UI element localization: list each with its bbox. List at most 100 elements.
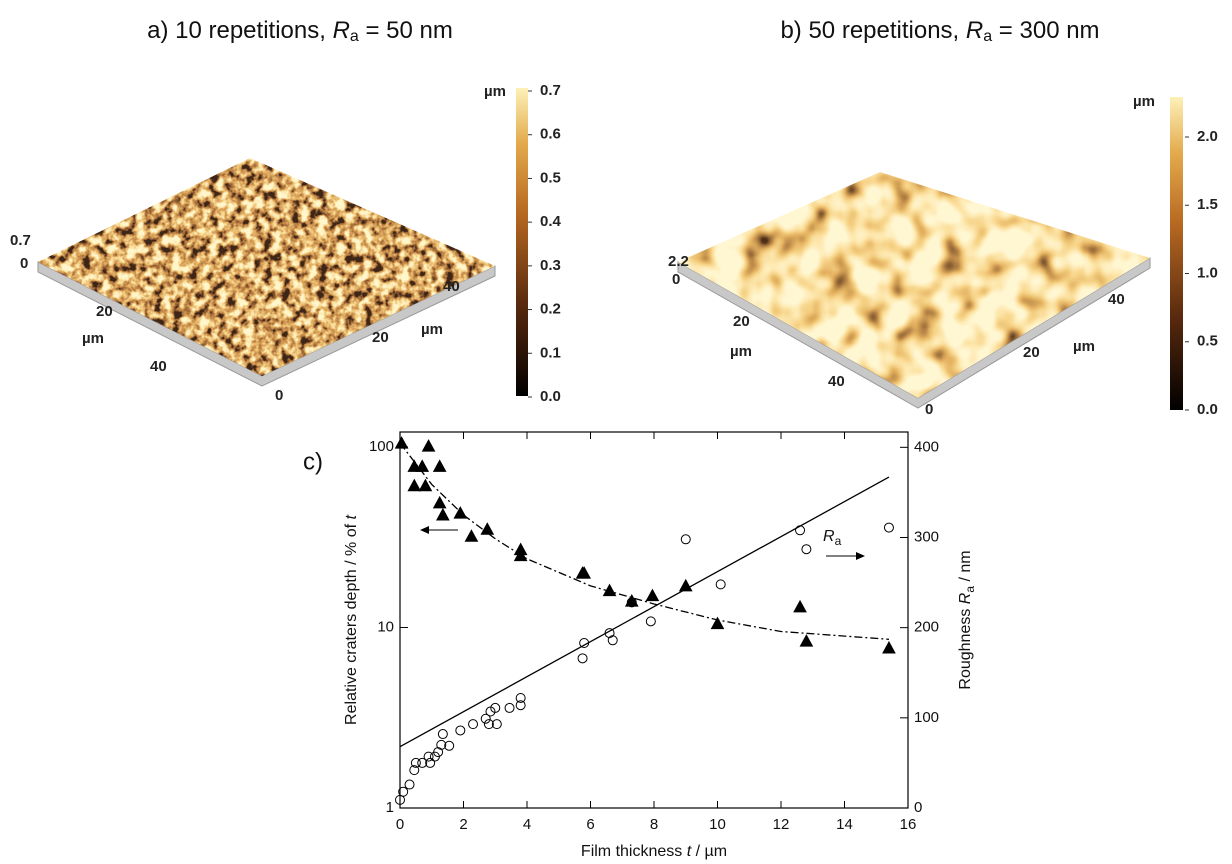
axis-unit: µm bbox=[82, 330, 104, 347]
title-text: = 300 nm bbox=[992, 17, 1099, 44]
colorbar-ticks: 0.7 0.6 0.5 0.4 0.3 0.2 0.1 0.0 bbox=[528, 82, 562, 405]
circle-point bbox=[577, 653, 588, 664]
colorbar-tick-label: 0.6 bbox=[540, 126, 561, 143]
title-subscript: a bbox=[983, 28, 992, 45]
triangle-point bbox=[421, 439, 436, 452]
circle-point bbox=[468, 719, 479, 730]
triangle-point bbox=[415, 459, 430, 472]
circle-point bbox=[444, 740, 455, 751]
label-text: Film thickness bbox=[581, 843, 687, 860]
y2-tick-label: 0 bbox=[914, 799, 922, 816]
circle-point bbox=[483, 719, 494, 730]
circle-point bbox=[480, 713, 491, 724]
annotation-subscript: a bbox=[835, 534, 842, 548]
label-text: / µm bbox=[691, 843, 727, 860]
x-tick-label: 0 bbox=[396, 816, 404, 833]
axis-unit: µm bbox=[730, 343, 752, 360]
x-tick-label: 14 bbox=[836, 816, 853, 833]
colorbar-tick-label: 0.0 bbox=[540, 388, 561, 405]
x-tick-label: 16 bbox=[900, 816, 917, 833]
z-tick: 0.7 bbox=[10, 232, 31, 249]
axis-tick: 40 bbox=[443, 278, 460, 295]
colorbar-tick-label: 0.1 bbox=[540, 344, 561, 361]
z-tick: 0 bbox=[672, 271, 680, 288]
y2-axis-label: Roughness Ra / nm bbox=[957, 550, 977, 689]
panel-a: a) 10 repetitions, Ra = 50 nm µm 0.7 0.6 0… bbox=[10, 17, 562, 405]
y-tick-label: 10 bbox=[377, 618, 394, 635]
y2-tick-label: 100 bbox=[914, 709, 939, 726]
circle-point bbox=[801, 544, 812, 555]
plot-frame bbox=[399, 431, 909, 809]
label-text: Relative craters depth / % of bbox=[343, 520, 360, 725]
triangle-point bbox=[793, 599, 807, 613]
axis-tick: 40 bbox=[1108, 291, 1125, 308]
y-axis-label: Relative craters depth / % of t bbox=[343, 515, 360, 725]
circle-point bbox=[607, 635, 618, 646]
colorbar bbox=[516, 88, 528, 396]
label-text: / nm bbox=[957, 550, 974, 586]
title-symbol: R bbox=[966, 17, 983, 44]
colorbar bbox=[1170, 97, 1183, 410]
x-tick-label: 6 bbox=[586, 816, 594, 833]
circle-point bbox=[515, 700, 526, 711]
colorbar-tick-label: 1.5 bbox=[1197, 196, 1218, 213]
label-symbol: t bbox=[687, 843, 692, 860]
label-subscript: a bbox=[963, 586, 977, 593]
circle-point bbox=[455, 725, 466, 736]
axis-tick: 20 bbox=[96, 303, 113, 320]
circle-point bbox=[680, 534, 691, 545]
colorbar-ticks: 2.0 1.5 1.0 0.5 0.0 bbox=[1185, 128, 1218, 418]
triangle-point bbox=[432, 459, 447, 472]
circle-point bbox=[410, 757, 421, 768]
axis-tick: 0 bbox=[925, 401, 933, 418]
triangle-point bbox=[464, 529, 479, 542]
x-tick-label: 4 bbox=[523, 816, 531, 833]
annotation: Ra bbox=[823, 528, 842, 548]
circle-point bbox=[883, 522, 894, 533]
axis-unit: µm bbox=[421, 321, 443, 338]
colorbar-tick-label: 1.0 bbox=[1197, 264, 1218, 281]
x-tick-label: 2 bbox=[459, 816, 467, 833]
triangle-point bbox=[799, 634, 814, 647]
triangle-point bbox=[624, 594, 639, 607]
colorbar-tick-label: 0.4 bbox=[540, 213, 562, 230]
triangle-point bbox=[407, 478, 422, 492]
colorbar-tick-label: 0.7 bbox=[540, 82, 561, 99]
annotation-symbol: R bbox=[823, 528, 835, 545]
panel-title: a) 10 repetitions, Ra = 50 nm bbox=[147, 17, 453, 45]
z-tick: 2.2 bbox=[668, 253, 689, 270]
label-symbol: t bbox=[343, 515, 360, 520]
panel-b: b) 50 repetitions, Ra = 300 nm µm 2.0 1.5… bbox=[668, 17, 1218, 418]
axis-tick: 40 bbox=[828, 373, 845, 390]
circle-point bbox=[409, 765, 420, 776]
chart: c) Ra Film thickness t / µm Relative cra… bbox=[303, 431, 977, 860]
circle-point bbox=[504, 702, 515, 713]
circle-point bbox=[490, 702, 501, 713]
x-tick-label: 8 bbox=[650, 816, 658, 833]
afm-surface bbox=[678, 172, 1150, 398]
y-tick-label: 100 bbox=[369, 438, 394, 455]
circle-point bbox=[398, 786, 409, 797]
triangle-point bbox=[432, 495, 447, 509]
label-text: Roughness bbox=[957, 604, 974, 689]
title-text: b) 50 repetitions, bbox=[780, 17, 965, 44]
axis-tick: 40 bbox=[150, 358, 167, 375]
triangle-point bbox=[710, 616, 725, 630]
colorbar-tick-label: 0.2 bbox=[540, 301, 561, 318]
axis-unit: µm bbox=[1073, 338, 1095, 355]
title-symbol: R bbox=[333, 17, 350, 44]
triangle-point bbox=[645, 588, 660, 602]
circle-point bbox=[515, 692, 526, 703]
fit-line bbox=[399, 476, 890, 748]
y2-tick-label: 200 bbox=[914, 619, 939, 636]
y2-tick-label: 300 bbox=[914, 528, 939, 545]
x-axis-label: Film thickness t / µm bbox=[581, 843, 727, 860]
triangle-point bbox=[418, 478, 433, 492]
circle-point bbox=[417, 757, 428, 768]
colorbar-tick-label: 0.0 bbox=[1197, 401, 1218, 418]
triangle-point bbox=[882, 640, 896, 654]
title-subscript: a bbox=[350, 28, 359, 45]
panel-label: c) bbox=[303, 448, 323, 475]
axis-tick: 20 bbox=[372, 329, 389, 346]
